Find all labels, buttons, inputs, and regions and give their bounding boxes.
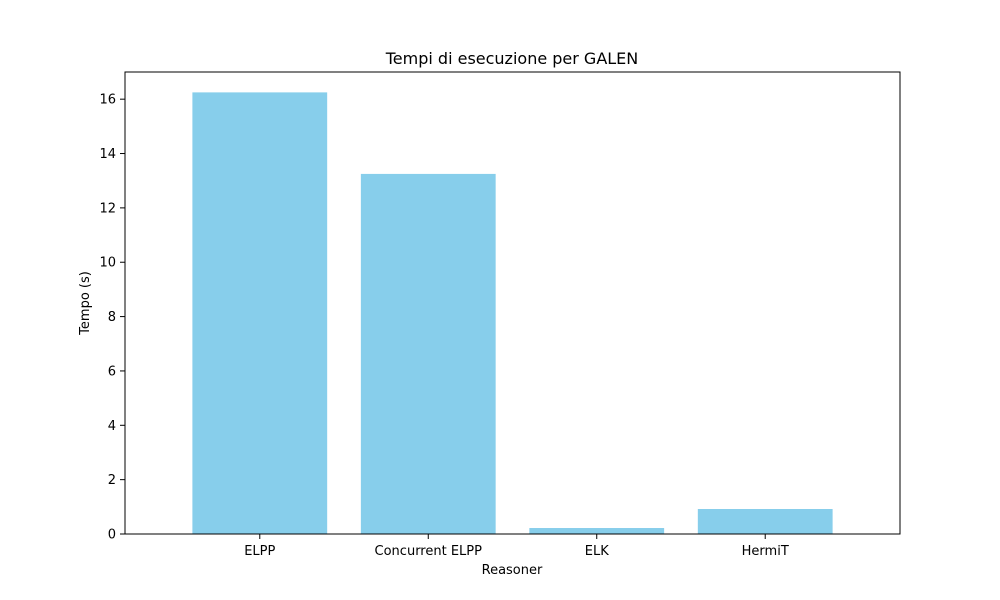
bar-elpp bbox=[192, 92, 328, 534]
x-axis-label: Reasoner bbox=[482, 563, 543, 578]
x-tick-label: Concurrent ELPP bbox=[375, 544, 483, 559]
bar-elk bbox=[529, 528, 665, 534]
bar-concurrent-elpp bbox=[360, 173, 496, 535]
y-tick-label: 16 bbox=[99, 93, 116, 108]
x-tick-label: HermiT bbox=[742, 544, 789, 559]
x-tick-label: ELPP bbox=[244, 544, 275, 559]
bars-layer bbox=[192, 92, 833, 535]
y-tick-label: 10 bbox=[99, 256, 116, 271]
plot-area-frame bbox=[124, 71, 901, 535]
y-tick-label: 8 bbox=[108, 310, 116, 325]
chart-title: Tempi di esecuzione per GALEN bbox=[385, 49, 639, 68]
bar-hermit bbox=[697, 508, 833, 534]
y-tick-label: 12 bbox=[99, 201, 116, 216]
y-tick-label: 0 bbox=[108, 528, 116, 543]
y-tick-label: 4 bbox=[108, 419, 116, 434]
x-tick-label: ELK bbox=[585, 544, 609, 559]
y-axis-ticks: 0 2 4 6 8 10 12 14 16 bbox=[99, 93, 125, 543]
y-tick-label: 2 bbox=[108, 473, 116, 488]
x-axis-ticks: ELPP Concurrent ELPP ELK HermiT bbox=[244, 534, 789, 559]
y-axis-label: Tempo (s) bbox=[78, 271, 93, 336]
y-tick-label: 14 bbox=[99, 147, 116, 162]
y-tick-label: 6 bbox=[108, 364, 116, 379]
